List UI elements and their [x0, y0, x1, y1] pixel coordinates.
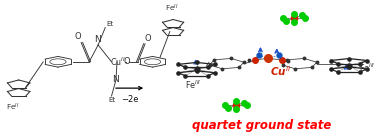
- Text: Fe$^{III}$: Fe$^{III}$: [359, 62, 375, 74]
- Text: O: O: [144, 34, 151, 43]
- Text: Fe$^{II}$: Fe$^{II}$: [165, 3, 179, 14]
- Text: −2e: −2e: [121, 95, 138, 105]
- Text: Et: Et: [106, 21, 113, 27]
- Text: O: O: [123, 57, 130, 66]
- Text: Et: Et: [108, 97, 115, 103]
- Text: Fe$^{III}$: Fe$^{III}$: [185, 79, 201, 91]
- Text: Cu$^{II}$: Cu$^{II}$: [270, 65, 291, 78]
- Text: N: N: [113, 75, 119, 84]
- Text: quartet ground state: quartet ground state: [192, 119, 331, 132]
- Text: O: O: [75, 32, 82, 41]
- Text: Fe$^{II}$: Fe$^{II}$: [6, 102, 20, 113]
- Text: N: N: [94, 35, 101, 44]
- Text: Cu$^{II}$: Cu$^{II}$: [110, 55, 126, 68]
